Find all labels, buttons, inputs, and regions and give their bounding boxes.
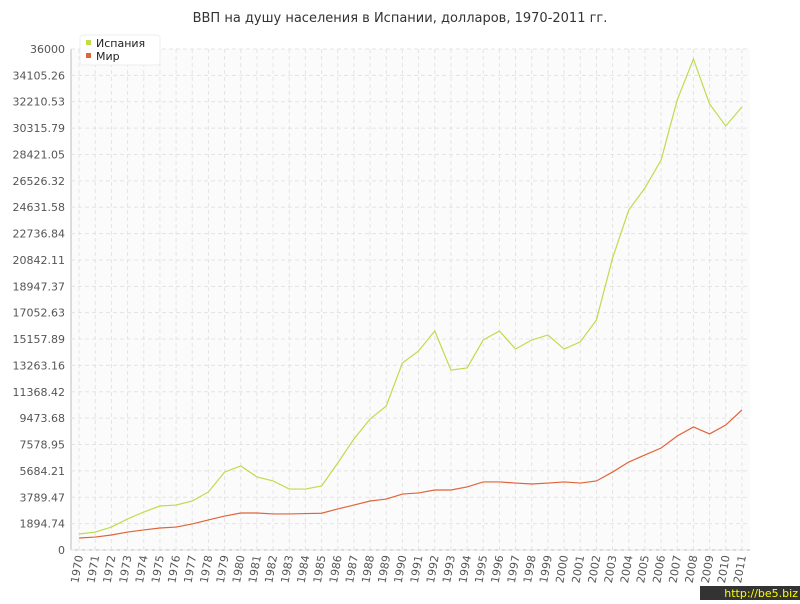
- x-tick-label: 2008: [683, 554, 701, 584]
- watermark: http://be5.biz: [724, 587, 798, 600]
- x-tick-label: 1974: [133, 554, 151, 584]
- x-tick-label: 2001: [570, 554, 588, 584]
- x-tick-label: 1999: [537, 554, 555, 584]
- y-tick-label: 0: [58, 544, 65, 557]
- x-tick-label: 1984: [295, 554, 313, 584]
- x-tick-label: 1972: [101, 554, 119, 584]
- x-tick-label: 2007: [667, 554, 685, 584]
- series-line: [79, 57, 743, 535]
- legend-label: Мир: [96, 50, 120, 63]
- x-tick-label: 1979: [214, 554, 232, 584]
- x-tick-label: 2004: [618, 554, 636, 584]
- x-tick-label: 1980: [230, 554, 248, 584]
- x-tick-label: 1976: [165, 554, 183, 584]
- legend-swatch: [86, 40, 91, 45]
- x-tick-label: 1987: [343, 554, 361, 584]
- x-tick-label: 2011: [731, 554, 749, 584]
- y-tick-label: 30315.79: [13, 122, 66, 135]
- x-tick-label: 1978: [198, 554, 216, 584]
- legend-box: [79, 34, 161, 66]
- x-tick-label: 2010: [715, 554, 733, 584]
- x-tick-label: 1993: [440, 554, 458, 584]
- y-tick-label: 11368.42: [13, 386, 66, 399]
- x-tick-label: 1970: [68, 554, 86, 584]
- x-tick-label: 1971: [85, 554, 103, 584]
- series-line: [79, 409, 743, 539]
- y-tick-label: 9473.68: [20, 412, 66, 425]
- y-tick-label: 20842.11: [13, 254, 66, 267]
- plot-area: [71, 49, 750, 550]
- x-tick-label: 1989: [376, 554, 394, 584]
- y-tick-label: 18947.37: [13, 280, 66, 293]
- x-tick-label: 1990: [392, 554, 410, 584]
- legend-label: Испания: [96, 37, 145, 50]
- y-tick-label: 7578.95: [20, 439, 66, 452]
- y-tick-label: 22736.84: [13, 228, 66, 241]
- x-tick-label: 2002: [586, 554, 604, 584]
- x-tick-label: 2006: [650, 554, 668, 584]
- y-tick-label: 26526.32: [13, 175, 66, 188]
- y-tick-label: 17052.63: [13, 307, 66, 320]
- y-tick-label: 28421.05: [13, 148, 66, 161]
- x-tick-label: 2000: [553, 554, 571, 584]
- y-tick-label: 1894.74: [20, 518, 66, 531]
- chart-title: ВВП на душу населения в Испании, долларо…: [193, 11, 608, 26]
- x-tick-label: 1991: [408, 554, 426, 584]
- y-tick-label: 34105.26: [13, 69, 66, 82]
- x-tick-label: 2009: [699, 554, 717, 584]
- x-tick-label: 1975: [149, 554, 167, 584]
- x-tick-label: 1992: [424, 554, 442, 584]
- y-tick-label: 36000: [30, 43, 65, 56]
- watermark-bg: [700, 586, 800, 600]
- y-tick-label: 32210.53: [13, 96, 66, 109]
- y-tick-label: 3789.47: [20, 491, 66, 504]
- x-tick-label: 1988: [359, 554, 377, 584]
- x-tick-label: 1986: [327, 554, 345, 584]
- x-tick-label: 1994: [456, 554, 474, 584]
- x-tick-label: 1982: [262, 554, 280, 584]
- legend-swatch: [86, 53, 91, 58]
- x-tick-label: 2003: [602, 554, 620, 584]
- y-tick-label: 13263.16: [13, 359, 66, 372]
- x-tick-label: 1996: [489, 554, 507, 584]
- x-tick-label: 1981: [246, 554, 264, 584]
- x-tick-label: 1985: [311, 554, 329, 584]
- x-tick-label: 1977: [182, 554, 200, 584]
- y-tick-label: 5684.21: [20, 465, 66, 478]
- y-tick-label: 24631.58: [13, 201, 66, 214]
- x-tick-label: 1998: [521, 554, 539, 584]
- x-tick-label: 1997: [505, 554, 523, 584]
- x-tick-label: 1973: [117, 554, 135, 584]
- x-tick-label: 2005: [634, 554, 652, 584]
- x-tick-label: 1983: [279, 554, 297, 584]
- x-tick-label: 1995: [473, 554, 491, 584]
- y-tick-label: 15157.89: [13, 333, 66, 346]
